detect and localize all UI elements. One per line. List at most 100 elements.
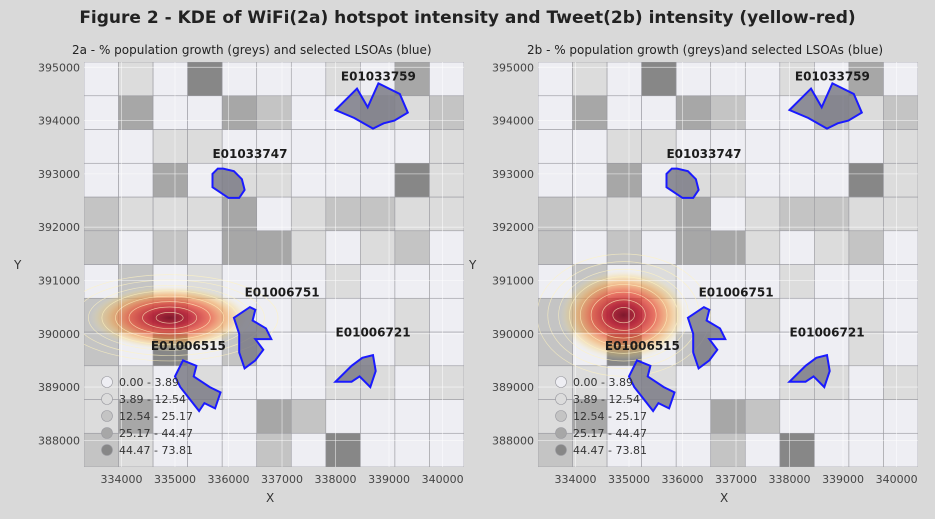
lsoa-cell — [883, 331, 918, 367]
lsoa-cell — [429, 196, 464, 232]
lsoa-cell — [883, 162, 918, 198]
lsoa-cell — [883, 264, 918, 299]
lsoa-cell — [848, 432, 884, 467]
lsoa-cell — [779, 331, 815, 367]
lsoa-cell — [152, 432, 188, 467]
lsoa-cell — [152, 196, 188, 232]
lsoa-cell — [256, 365, 292, 400]
kde-contour — [569, 276, 679, 354]
lsoa-cell — [883, 95, 918, 130]
selected-lsoa-E01006751 — [232, 305, 273, 371]
lsoa-cell — [883, 297, 918, 333]
lsoa-cell — [814, 264, 850, 299]
lsoa-cell — [848, 230, 884, 265]
x-tick-label: 335000 — [608, 473, 650, 486]
lsoa-cell — [779, 399, 815, 434]
lsoa-cell — [848, 399, 884, 434]
lsoa-cell — [360, 399, 396, 434]
legend-item: 3.89 - 12.54 — [573, 393, 640, 406]
lsoa-cell — [256, 196, 292, 232]
lsoa-cell — [779, 432, 815, 467]
lsoa-cell — [814, 399, 850, 434]
lsoa-cell — [118, 95, 154, 130]
legend-swatch — [101, 444, 113, 456]
lsoa-cell — [675, 230, 712, 265]
lsoa-cell — [814, 162, 850, 198]
lsoa-cell — [290, 297, 327, 333]
lsoa-cell — [572, 95, 608, 130]
lsoa-cell — [325, 399, 361, 434]
lsoa-label: E01033759 — [795, 70, 870, 84]
kde-contour — [84, 279, 265, 356]
selected-lsoa-E01033759 — [787, 81, 864, 130]
lsoa-label: E01006515 — [605, 339, 680, 353]
lsoa-cell — [675, 365, 712, 400]
lsoa-cell — [606, 399, 642, 434]
lsoa-cell — [256, 95, 292, 130]
lsoa-cell — [394, 365, 430, 400]
lsoa-cell — [606, 95, 642, 130]
y-tick-label: 392000 — [38, 221, 80, 234]
x-tick-label: 336000 — [662, 473, 704, 486]
x-tick-label: 338000 — [315, 473, 357, 486]
lsoa-cell — [360, 264, 396, 299]
lsoa-cell — [325, 264, 361, 299]
y-tick-label: 394000 — [492, 115, 534, 128]
x-tick-label: 336000 — [208, 473, 250, 486]
lsoa-cell — [429, 162, 464, 198]
lsoa-cell — [675, 196, 712, 232]
lsoa-cell — [394, 129, 430, 164]
y-tick-label: 389000 — [492, 381, 534, 394]
lsoa-label: E01006515 — [151, 339, 226, 353]
lsoa-cell — [256, 162, 292, 198]
lsoa-cell — [290, 399, 327, 434]
lsoa-cell — [538, 129, 573, 164]
y-tick-label: 392000 — [492, 221, 534, 234]
lsoa-cell — [675, 432, 712, 467]
lsoa-cell — [814, 432, 850, 467]
legend-swatch — [555, 393, 567, 405]
lsoa-cell — [538, 264, 573, 299]
lsoa-cell — [290, 365, 327, 400]
lsoa-cell — [744, 196, 781, 232]
lsoa-cell — [710, 95, 746, 130]
lsoa-cell — [606, 129, 642, 164]
y-tick-label: 391000 — [492, 274, 534, 287]
lsoa-cell — [118, 129, 154, 164]
lsoa-cell — [152, 95, 188, 130]
lsoa-cell — [710, 162, 746, 198]
y-tick-label: 389000 — [38, 381, 80, 394]
legend-item: 12.54 - 25.17 — [119, 410, 193, 423]
lsoa-cell — [710, 399, 746, 434]
lsoa-cell — [118, 230, 154, 265]
selected-lsoa-E01006721 — [787, 353, 831, 389]
y-tick-label: 393000 — [38, 168, 80, 181]
legend-swatch — [555, 427, 567, 439]
lsoa-cell — [84, 129, 119, 164]
legend-item: 25.17 - 44.47 — [573, 427, 647, 440]
lsoa-cell — [221, 432, 258, 467]
x-tick-label: 337000 — [715, 473, 757, 486]
lsoa-cell — [641, 196, 677, 232]
lsoa-cell — [710, 432, 746, 467]
panel-a-title: 2a - % population growth (greys) and sel… — [72, 43, 432, 57]
legend-item: 44.47 - 73.81 — [573, 444, 647, 457]
y-tick-label: 395000 — [492, 61, 534, 74]
lsoa-cell — [883, 230, 918, 265]
lsoa-cell — [256, 230, 292, 265]
lsoa-cell — [538, 230, 573, 265]
panel-b-xlabel: X — [720, 491, 729, 505]
lsoa-cell — [538, 95, 573, 130]
lsoa-cell — [360, 129, 396, 164]
lsoa-cell — [429, 432, 464, 467]
lsoa-cell — [429, 129, 464, 164]
legend-item: 3.89 - 12.54 — [119, 393, 186, 406]
lsoa-cell — [429, 95, 464, 130]
lsoa-cell — [883, 399, 918, 434]
lsoa-cell — [429, 230, 464, 265]
lsoa-cell — [814, 196, 850, 232]
lsoa-cell — [256, 264, 292, 299]
lsoa-cell — [572, 129, 608, 164]
lsoa-cell — [221, 365, 258, 400]
